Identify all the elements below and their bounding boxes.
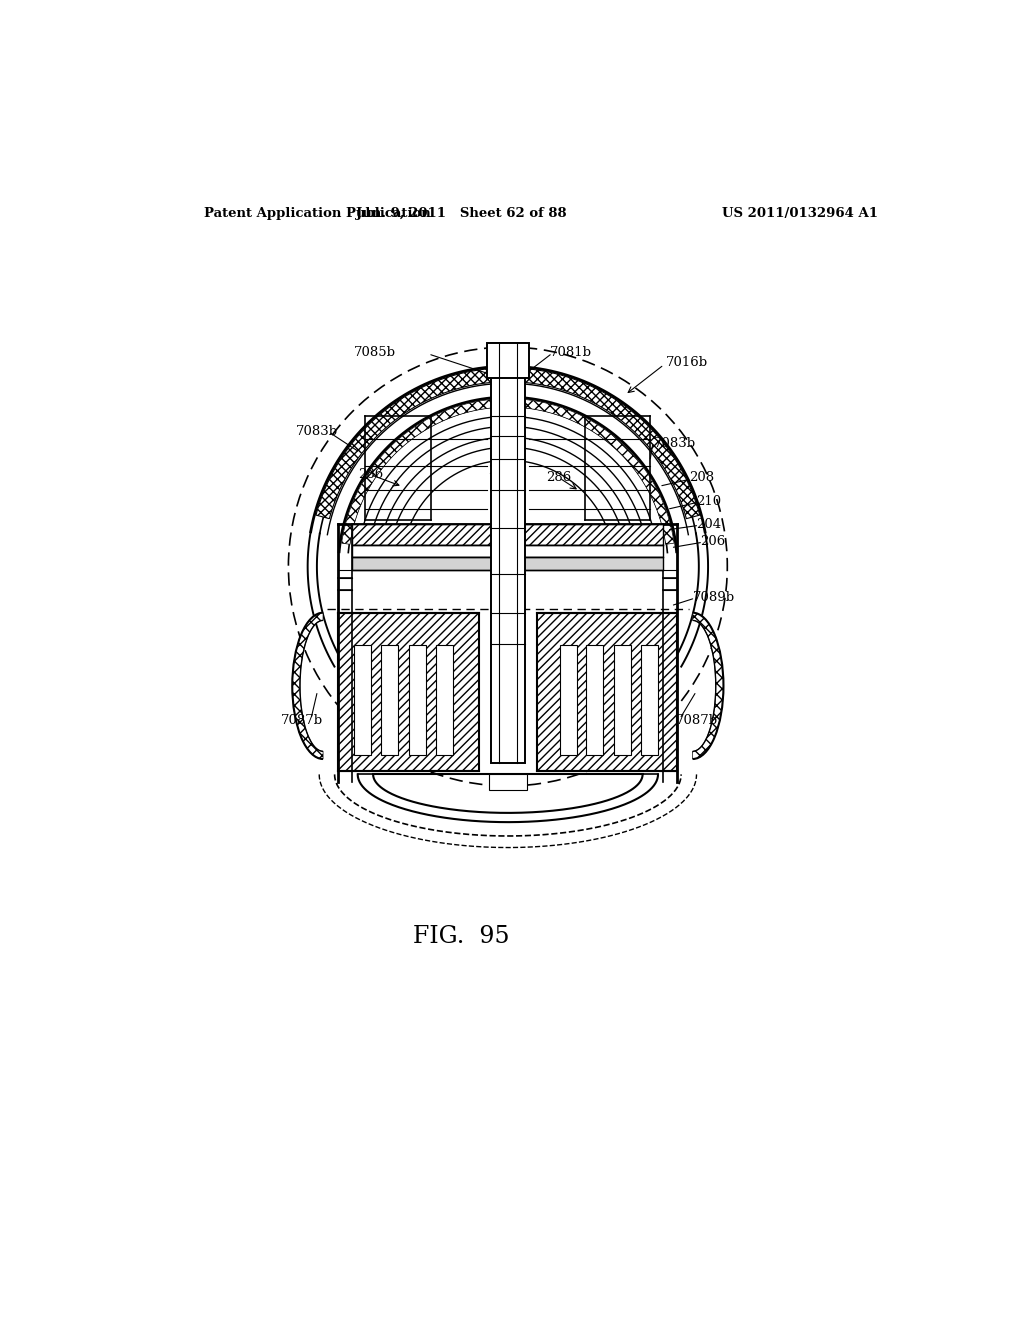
- Bar: [587, 644, 603, 755]
- Text: FIG.  95: FIG. 95: [414, 924, 510, 948]
- Bar: [538, 612, 677, 771]
- Polygon shape: [342, 399, 674, 544]
- Bar: [410, 644, 426, 755]
- Text: 210: 210: [696, 495, 722, 508]
- Bar: [488, 775, 527, 789]
- Text: Patent Application Publication: Patent Application Publication: [204, 207, 430, 220]
- Bar: [354, 644, 371, 755]
- Text: 7016b: 7016b: [666, 356, 708, 370]
- Bar: [641, 644, 658, 755]
- Text: US 2011/0132964 A1: US 2011/0132964 A1: [723, 207, 879, 220]
- Polygon shape: [692, 612, 723, 759]
- Bar: [352, 557, 664, 570]
- Text: 7087b: 7087b: [676, 714, 718, 727]
- Polygon shape: [316, 368, 699, 519]
- Bar: [490, 343, 525, 763]
- Text: 7087b: 7087b: [281, 714, 323, 727]
- Bar: [352, 524, 664, 545]
- Text: 7085b: 7085b: [354, 346, 396, 359]
- Text: 7089b: 7089b: [692, 591, 735, 603]
- Bar: [487, 343, 528, 378]
- Polygon shape: [292, 612, 323, 759]
- Bar: [560, 644, 578, 755]
- Bar: [339, 612, 478, 771]
- Text: 204: 204: [696, 517, 722, 531]
- Text: Jun. 9, 2011   Sheet 62 of 88: Jun. 9, 2011 Sheet 62 of 88: [356, 207, 567, 220]
- Text: 7081b: 7081b: [550, 346, 592, 359]
- Bar: [381, 644, 397, 755]
- Text: 214: 214: [488, 463, 514, 477]
- Text: 286: 286: [547, 471, 571, 484]
- Bar: [352, 545, 664, 557]
- Text: 208: 208: [689, 471, 714, 484]
- Text: 206: 206: [700, 535, 726, 548]
- Text: 7083b: 7083b: [296, 425, 338, 438]
- Text: 286: 286: [357, 467, 383, 480]
- Text: 7083b: 7083b: [654, 437, 696, 450]
- Bar: [436, 644, 454, 755]
- Bar: [614, 644, 631, 755]
